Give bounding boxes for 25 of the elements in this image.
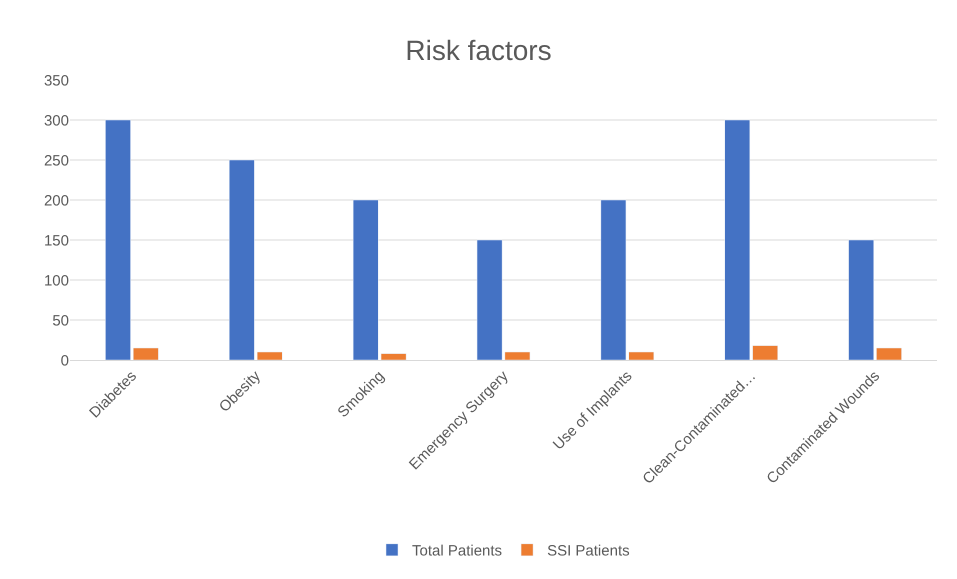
bar — [504, 352, 530, 360]
y-tick-label: 250 — [44, 152, 69, 170]
y-tick-label: 50 — [52, 312, 69, 330]
bar — [133, 348, 159, 360]
bar — [628, 352, 654, 360]
y-tick-label: 300 — [44, 112, 69, 130]
legend-label: SSI Patients — [547, 542, 630, 560]
bar — [380, 353, 406, 360]
bar — [752, 345, 778, 360]
y-tick-label: 100 — [44, 272, 69, 290]
bar — [600, 200, 626, 360]
bar — [352, 200, 378, 360]
legend-label: Total Patients — [412, 542, 502, 560]
y-tick-label: 150 — [44, 232, 69, 250]
bar — [724, 120, 750, 360]
chart-title: Risk factors — [405, 35, 552, 66]
bar — [848, 240, 874, 360]
bar — [105, 120, 131, 360]
bar — [229, 160, 255, 360]
y-tick-label: 350 — [44, 72, 69, 90]
bar — [476, 240, 502, 360]
bar — [256, 352, 283, 360]
y-tick-label: 0 — [60, 352, 69, 370]
y-tick-label: 200 — [44, 192, 69, 210]
bar — [876, 348, 902, 360]
